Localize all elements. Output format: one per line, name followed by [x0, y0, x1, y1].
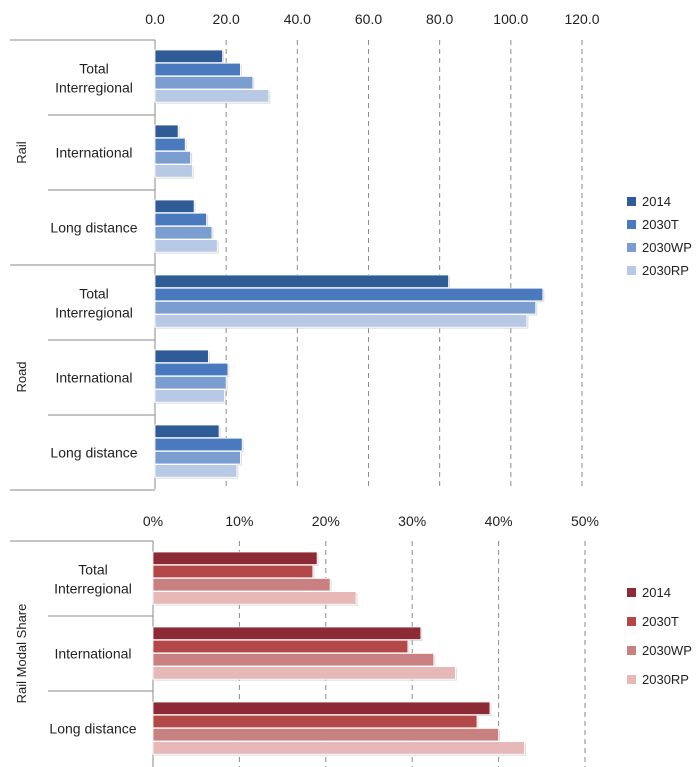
bar	[152, 626, 422, 641]
bar	[154, 239, 218, 253]
category-label: Long distance	[50, 220, 137, 236]
bar	[154, 437, 243, 452]
legend-swatch	[627, 617, 636, 626]
group-label: Road	[14, 361, 29, 392]
bar	[152, 578, 331, 592]
bar	[154, 424, 220, 439]
legend-label: 2030RP	[642, 263, 689, 278]
x-tick-label: 20%	[312, 513, 340, 529]
bar	[154, 137, 186, 152]
bar	[154, 300, 537, 315]
bar	[152, 701, 491, 716]
bar	[154, 199, 195, 214]
legend-swatch	[627, 243, 636, 252]
category-label: Long distance	[50, 445, 137, 461]
bar	[154, 389, 225, 403]
x-tick-label: 10%	[225, 513, 253, 529]
category-label: Long distance	[49, 721, 136, 737]
x-tick-label: 0%	[143, 513, 163, 529]
bar	[154, 164, 193, 178]
legend-label: 2030WP	[642, 643, 692, 658]
x-tick-label: 30%	[398, 513, 426, 529]
bar	[152, 564, 314, 579]
bar	[154, 124, 179, 139]
category-label: International	[55, 370, 132, 386]
x-tick-label: 40%	[485, 513, 513, 529]
legend-label: 2030T	[642, 614, 679, 629]
bar	[154, 49, 224, 64]
bar	[154, 362, 229, 377]
group-label: Rail Modal Share	[14, 604, 29, 704]
bar	[152, 639, 409, 654]
bar	[152, 728, 500, 742]
bar	[154, 62, 241, 77]
bar	[152, 666, 456, 680]
legend-label: 2030WP	[642, 240, 692, 255]
category-label: Total Interregional	[55, 286, 133, 321]
legend-label: 2014	[642, 194, 671, 209]
legend-swatch	[627, 588, 636, 597]
category-label: International	[54, 646, 131, 662]
bar	[154, 89, 270, 103]
legend-swatch	[627, 197, 636, 206]
bar	[154, 375, 227, 390]
legend-label: 2030T	[642, 217, 679, 232]
bar	[154, 225, 213, 240]
x-tick-label: 20.0	[213, 11, 240, 27]
x-tick-label: 100.0	[493, 11, 528, 27]
bar	[154, 314, 528, 328]
bar	[154, 464, 238, 478]
x-tick-label: 0.0	[145, 11, 165, 27]
category-label: Total Interregional	[55, 61, 133, 96]
legend-swatch	[627, 646, 636, 655]
bar	[154, 349, 209, 364]
x-tick-label: 120.0	[564, 11, 599, 27]
bar	[154, 274, 449, 289]
bar	[154, 76, 254, 90]
x-tick-label: 80.0	[426, 11, 453, 27]
bar	[154, 287, 544, 302]
category-label: Total Interregional	[54, 562, 132, 597]
bar	[154, 212, 207, 227]
bar	[152, 714, 478, 729]
bar	[152, 591, 357, 605]
category-label: International	[55, 145, 132, 161]
legend-swatch	[627, 220, 636, 229]
x-tick-label: 40.0	[284, 11, 311, 27]
bar	[154, 450, 241, 465]
bar	[152, 741, 525, 755]
group-label: Rail	[14, 141, 29, 164]
legend-label: 2014	[642, 585, 671, 600]
legend-swatch	[627, 675, 636, 684]
legend-label: 2030RP	[642, 672, 689, 687]
legend-swatch	[627, 266, 636, 275]
x-tick-label: 50%	[571, 513, 599, 529]
bar	[152, 551, 318, 566]
bar	[154, 150, 191, 165]
bar	[152, 653, 435, 667]
x-tick-label: 60.0	[355, 11, 382, 27]
